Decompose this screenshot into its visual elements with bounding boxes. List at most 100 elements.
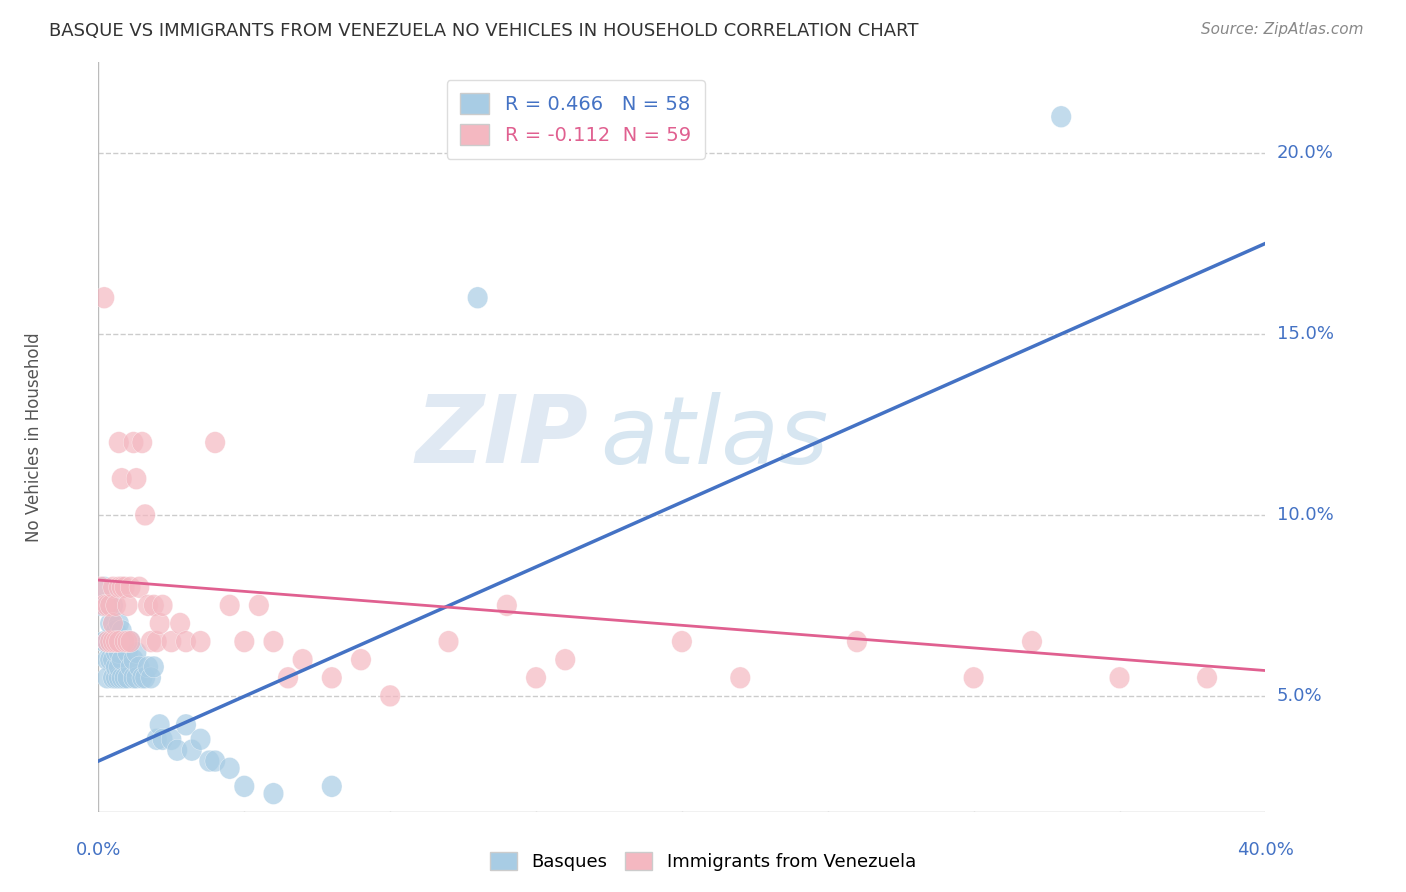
Ellipse shape [190,631,211,652]
Ellipse shape [162,729,181,750]
Ellipse shape [105,631,127,652]
Ellipse shape [467,287,488,309]
Ellipse shape [103,613,124,634]
Ellipse shape [103,667,124,689]
Ellipse shape [94,631,114,652]
Text: Source: ZipAtlas.com: Source: ZipAtlas.com [1201,22,1364,37]
Ellipse shape [141,667,162,689]
Text: 15.0%: 15.0% [1277,325,1333,343]
Ellipse shape [730,667,751,689]
Ellipse shape [439,631,458,652]
Ellipse shape [219,757,240,779]
Ellipse shape [121,631,141,652]
Ellipse shape [176,714,197,736]
Ellipse shape [97,631,117,652]
Ellipse shape [94,287,114,309]
Text: No Vehicles in Household: No Vehicles in Household [25,332,44,542]
Ellipse shape [124,667,143,689]
Ellipse shape [205,750,225,772]
Text: BASQUE VS IMMIGRANTS FROM VENEZUELA NO VEHICLES IN HOUSEHOLD CORRELATION CHART: BASQUE VS IMMIGRANTS FROM VENEZUELA NO V… [49,22,918,40]
Ellipse shape [97,631,117,652]
Ellipse shape [555,648,575,671]
Ellipse shape [143,595,165,616]
Ellipse shape [322,667,342,689]
Ellipse shape [1197,667,1218,689]
Ellipse shape [149,613,170,634]
Ellipse shape [103,631,124,652]
Ellipse shape [105,657,127,678]
Ellipse shape [103,648,124,671]
Ellipse shape [138,657,159,678]
Ellipse shape [124,432,143,453]
Ellipse shape [94,576,114,599]
Ellipse shape [103,576,124,599]
Ellipse shape [526,667,547,689]
Ellipse shape [121,657,141,678]
Text: 40.0%: 40.0% [1237,840,1294,859]
Ellipse shape [91,576,111,599]
Ellipse shape [111,467,132,490]
Ellipse shape [117,667,138,689]
Ellipse shape [135,667,155,689]
Ellipse shape [91,595,111,616]
Text: 5.0%: 5.0% [1277,687,1322,705]
Ellipse shape [117,641,138,664]
Ellipse shape [263,783,284,805]
Ellipse shape [94,595,114,616]
Ellipse shape [124,648,143,671]
Ellipse shape [114,667,135,689]
Ellipse shape [181,739,202,761]
Ellipse shape [111,648,132,671]
Ellipse shape [100,613,121,634]
Text: 20.0%: 20.0% [1277,144,1333,162]
Ellipse shape [114,631,135,652]
Text: ZIP: ZIP [416,391,589,483]
Ellipse shape [111,576,132,599]
Ellipse shape [170,613,190,634]
Ellipse shape [1022,631,1042,652]
Ellipse shape [97,595,117,616]
Ellipse shape [233,631,254,652]
Ellipse shape [100,648,121,671]
Ellipse shape [103,595,124,616]
Ellipse shape [111,620,132,641]
Ellipse shape [200,750,219,772]
Ellipse shape [114,631,135,652]
Ellipse shape [129,576,149,599]
Ellipse shape [1109,667,1130,689]
Ellipse shape [114,576,135,599]
Ellipse shape [167,739,187,761]
Ellipse shape [846,631,868,652]
Ellipse shape [141,631,162,652]
Ellipse shape [103,631,124,652]
Ellipse shape [108,613,129,634]
Ellipse shape [162,631,181,652]
Text: 10.0%: 10.0% [1277,506,1333,524]
Ellipse shape [111,667,132,689]
Ellipse shape [105,641,127,664]
Ellipse shape [963,667,984,689]
Ellipse shape [1050,106,1071,128]
Ellipse shape [176,631,197,652]
Ellipse shape [108,641,129,664]
Text: atlas: atlas [600,392,828,483]
Ellipse shape [672,631,692,652]
Ellipse shape [105,620,127,641]
Ellipse shape [103,613,124,634]
Ellipse shape [249,595,269,616]
Ellipse shape [292,648,314,671]
Ellipse shape [100,631,121,652]
Ellipse shape [108,657,129,678]
Ellipse shape [146,631,167,652]
Ellipse shape [129,657,149,678]
Ellipse shape [132,667,152,689]
Ellipse shape [350,648,371,671]
Ellipse shape [143,657,165,678]
Ellipse shape [100,595,121,616]
Ellipse shape [278,667,298,689]
Ellipse shape [108,667,129,689]
Ellipse shape [219,595,240,616]
Ellipse shape [496,595,517,616]
Ellipse shape [108,631,129,652]
Ellipse shape [146,729,167,750]
